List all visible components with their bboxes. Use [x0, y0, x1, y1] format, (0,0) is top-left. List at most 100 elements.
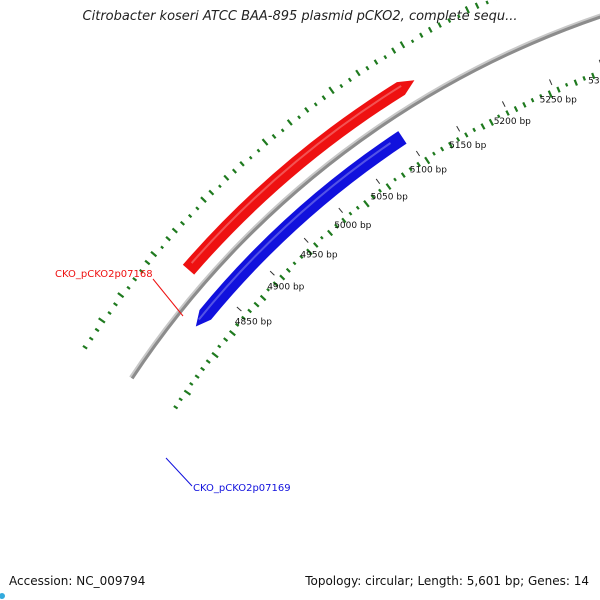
gc-outer-mark	[297, 115, 302, 120]
gc-inner-mark	[564, 82, 569, 87]
gc-outer-mark	[383, 54, 388, 60]
gc-outer-mark	[144, 259, 151, 266]
gc-inner-mark	[183, 389, 192, 396]
gc-inner-mark	[205, 359, 211, 364]
gc-inner-mark	[253, 301, 260, 308]
gc-outer-mark	[117, 292, 125, 299]
gc-outer-mark	[286, 119, 293, 126]
gc-inner-mark	[319, 235, 324, 240]
gc-outer-mark	[373, 59, 379, 65]
gene-label-leader-forward	[152, 278, 184, 317]
gene-forward-body[interactable]	[182, 80, 415, 275]
gc-skew-outer-ring	[82, 0, 497, 350]
gc-inner-mark	[259, 294, 267, 302]
gc-outer-mark	[410, 39, 415, 44]
gc-outer-mark	[464, 6, 470, 14]
scale-tick-label: 5050 bp	[371, 193, 408, 203]
scale-tick-label: 5000 bp	[334, 221, 371, 231]
gc-outer-mark	[126, 285, 131, 290]
gc-outer-mark	[304, 107, 310, 113]
gc-inner-mark	[480, 123, 486, 130]
gc-outer-mark	[355, 69, 361, 77]
gene-arrow-reverse[interactable]	[195, 131, 407, 327]
gc-inner-mark	[591, 72, 596, 80]
gc-inner-mark	[363, 199, 370, 208]
gene-label-reverse[interactable]: CKO_pCKO2p07169	[193, 483, 291, 494]
gc-outer-mark	[165, 236, 171, 242]
gc-inner-mark	[348, 211, 353, 216]
gc-inner-mark	[513, 105, 519, 113]
gc-inner-mark	[292, 261, 297, 266]
gc-inner-mark	[211, 351, 219, 359]
gc-outer-mark	[447, 18, 452, 24]
gc-inner-mark	[408, 166, 413, 172]
scale-tick-mark	[269, 270, 275, 276]
gc-outer-mark	[113, 302, 118, 307]
gc-inner-mark	[247, 308, 253, 314]
scale-tick-mark	[338, 207, 343, 214]
gene-reverse-body[interactable]	[195, 131, 407, 327]
gc-inner-mark	[299, 254, 304, 260]
accession-label: Accession: NC_009794	[9, 574, 146, 588]
gc-outer-mark	[88, 336, 94, 341]
scale-tick-label: 5200 bp	[494, 117, 531, 127]
gc-outer-mark	[171, 227, 178, 234]
gc-inner-mark	[582, 75, 586, 81]
gc-outer-mark	[132, 277, 138, 282]
scale-tick-label: 4900 bp	[267, 283, 304, 293]
scale-tick-label: 5100 bp	[410, 165, 447, 175]
gc-outer-mark	[313, 102, 318, 107]
gc-inner-mark	[200, 366, 206, 372]
gc-inner-mark	[228, 329, 236, 337]
scale-tick-label: 5250 bp	[540, 96, 577, 106]
gc-outer-mark	[98, 317, 106, 324]
gc-inner-mark	[266, 287, 270, 292]
gc-outer-mark	[437, 22, 442, 28]
gc-inner-mark	[341, 217, 347, 224]
gc-outer-mark	[200, 196, 207, 203]
gc-skew-inner-ring	[173, 70, 600, 410]
scale-tick-mark	[501, 101, 506, 107]
gc-inner-mark	[497, 114, 501, 119]
scale-tick-mark	[303, 237, 309, 243]
gc-inner-mark	[464, 132, 469, 138]
gc-outer-mark	[94, 327, 100, 333]
gc-outer-mark	[347, 77, 352, 83]
gc-outer-mark	[208, 189, 215, 196]
gene-arrow-forward[interactable]	[182, 80, 415, 275]
gc-inner-mark	[370, 194, 376, 200]
gc-inner-mark	[488, 118, 494, 126]
gc-outer-mark	[187, 213, 193, 219]
gc-outer-mark	[195, 206, 200, 211]
gene-reverse-highlight	[198, 142, 392, 321]
gc-inner-mark	[178, 397, 183, 402]
gc-inner-mark	[378, 188, 382, 193]
gene-forward-highlight	[190, 85, 402, 264]
gc-inner-mark	[173, 405, 179, 410]
gc-outer-mark	[261, 138, 269, 146]
gc-outer-mark	[150, 250, 158, 258]
gc-outer-mark	[139, 268, 144, 274]
gc-inner-mark	[424, 156, 431, 165]
gc-inner-mark	[285, 267, 291, 273]
gc-outer-mark	[248, 155, 253, 160]
plasmid-backbone	[130, 15, 600, 380]
gc-outer-mark	[474, 2, 480, 9]
gc-inner-mark	[556, 86, 561, 93]
gc-inner-mark	[530, 97, 535, 103]
gc-outer-mark	[82, 344, 88, 350]
gene-label-forward[interactable]: CKO_pCKO2p07168	[55, 269, 153, 280]
scale-tick-label: 5300 bp	[588, 77, 600, 87]
gc-inner-mark	[539, 94, 543, 98]
gc-outer-mark	[339, 83, 344, 89]
gc-outer-mark	[328, 86, 335, 95]
corner-marker-icon	[0, 593, 5, 599]
gc-inner-mark	[194, 374, 200, 379]
map-summary: Topology: circular; Length: 5,601 bp; Ge…	[305, 574, 589, 588]
gc-inner-mark	[306, 248, 313, 256]
gc-outer-mark	[107, 311, 112, 316]
gc-inner-mark	[440, 146, 445, 152]
gc-inner-mark	[522, 101, 527, 108]
gc-outer-mark	[231, 168, 238, 174]
